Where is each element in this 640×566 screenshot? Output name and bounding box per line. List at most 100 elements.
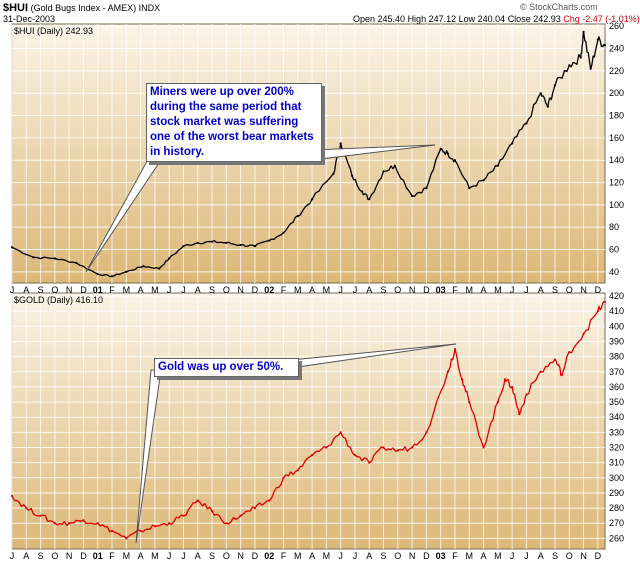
- x-tick-label: F: [281, 285, 287, 295]
- x-tick-label: A: [309, 551, 315, 561]
- gold-data-point: [482, 446, 485, 449]
- gold-data-point: [353, 453, 357, 457]
- y-tick-label: 350: [609, 397, 624, 407]
- gold-data-point: [368, 461, 371, 464]
- y-tick-label: 280: [609, 503, 624, 513]
- x-tick-label: F: [281, 551, 287, 561]
- quote-low: Low 240.04: [458, 14, 506, 24]
- x-tick-label: N: [409, 285, 416, 295]
- x-tick-label: J: [353, 285, 358, 295]
- gold-data-point: [125, 537, 128, 540]
- hui-data-point: [360, 190, 364, 193]
- index-name: (Gold Bugs Index - AMEX): [30, 3, 137, 13]
- x-tick-label: F: [452, 551, 458, 561]
- y-tick-label: 40: [609, 267, 619, 277]
- y-tick-label: 140: [609, 155, 624, 165]
- header-title: $HUI (Gold Bugs Index - AMEX) INDX: [3, 2, 160, 14]
- quote-high: High 247.12: [407, 14, 457, 24]
- x-tick-label: F: [452, 285, 458, 295]
- hui-data-point: [310, 198, 314, 201]
- hui-data-point: [53, 257, 56, 260]
- gold-data-point: [10, 494, 14, 498]
- gold-data-point: [396, 449, 399, 452]
- x-tick-label: M: [151, 285, 159, 295]
- gold-data-point: [225, 522, 228, 525]
- x-tick-label: J: [10, 551, 15, 561]
- hui-data-point: [142, 265, 145, 268]
- x-tick-label: A: [481, 285, 487, 295]
- hui-data-point: [446, 152, 449, 155]
- x-tick-label: D: [423, 551, 430, 561]
- gold-data-point: [461, 378, 464, 381]
- x-tick-label: N: [237, 285, 244, 295]
- exchange: INDX: [138, 3, 161, 13]
- hui-data-point: [568, 64, 571, 67]
- x-tick-label: A: [23, 285, 29, 295]
- hui-data-point: [296, 214, 299, 218]
- x-tick-label: S: [381, 285, 387, 295]
- y-tick-label: 270: [609, 518, 624, 528]
- stockcharts-credit: © StockCharts.com: [520, 2, 598, 12]
- y-tick-label: 180: [609, 111, 624, 121]
- x-tick-label: O: [223, 551, 230, 561]
- quote-close: Close 242.93: [507, 14, 561, 24]
- y-tick-label: 410: [609, 306, 624, 316]
- hui-data-point: [350, 174, 354, 177]
- gold-data-point: [153, 525, 156, 528]
- x-tick-label: M: [151, 551, 159, 561]
- y-tick-label: 260: [609, 21, 624, 31]
- gold-data-point: [253, 507, 257, 510]
- x-tick-label: J: [167, 285, 172, 295]
- hui-data-point: [382, 170, 385, 173]
- hui-data-point: [425, 187, 428, 190]
- quote-open: Open 245.40: [353, 14, 406, 24]
- hui-data-point: [253, 245, 257, 248]
- y-tick-label: 100: [609, 200, 624, 210]
- x-tick-label: N: [66, 285, 73, 295]
- panel-title: $GOLD (Daily) 416.10: [14, 295, 103, 305]
- x-tick-label: S: [209, 285, 215, 295]
- x-tick-label: D: [80, 551, 87, 561]
- hui-data-point: [158, 267, 161, 270]
- x-tick-label: O: [394, 551, 401, 561]
- x-tick-label: J: [338, 285, 343, 295]
- hui-data-point: [10, 246, 14, 249]
- gold-data-point: [82, 519, 85, 522]
- x-tick-label: N: [580, 285, 587, 295]
- y-tick-label: 220: [609, 66, 624, 76]
- gold-data-point: [446, 370, 449, 373]
- y-tick-label: 290: [609, 488, 624, 498]
- gold-data-point: [68, 522, 71, 525]
- gold-data-point: [596, 310, 599, 313]
- x-tick-label: O: [51, 285, 58, 295]
- gold-data-point: [268, 499, 271, 502]
- y-tick-label: 370: [609, 367, 624, 377]
- hui-data-point: [582, 30, 585, 33]
- y-tick-label: 160: [609, 133, 624, 143]
- hui-data-point: [453, 159, 457, 162]
- y-tick-label: 340: [609, 412, 624, 422]
- x-tick-label: S: [381, 551, 387, 561]
- hui-data-point: [546, 105, 549, 108]
- hui-annotation: Miners were up over 200% during the same…: [146, 83, 322, 162]
- x-tick-label: A: [195, 285, 201, 295]
- x-tick-label: 02: [264, 285, 274, 295]
- x-tick-label: S: [209, 551, 215, 561]
- hui-price-line: [11, 31, 606, 278]
- hui-data-point: [332, 172, 335, 175]
- x-tick-label: M: [466, 551, 474, 561]
- x-tick-label: J: [10, 285, 15, 295]
- x-tick-label: A: [138, 551, 144, 561]
- gold-data-point: [96, 522, 99, 525]
- hui-data-point: [225, 241, 228, 244]
- gold-data-point: [282, 476, 285, 479]
- x-tick-label: O: [566, 285, 573, 295]
- gold-data-point: [518, 413, 521, 416]
- gold-data-point: [210, 510, 214, 513]
- panel-background: [11, 292, 606, 550]
- x-tick-label: J: [353, 551, 358, 561]
- x-tick-label: D: [80, 285, 87, 295]
- x-tick-label: J: [181, 285, 186, 295]
- x-tick-label: A: [23, 551, 29, 561]
- x-tick-label: F: [109, 285, 115, 295]
